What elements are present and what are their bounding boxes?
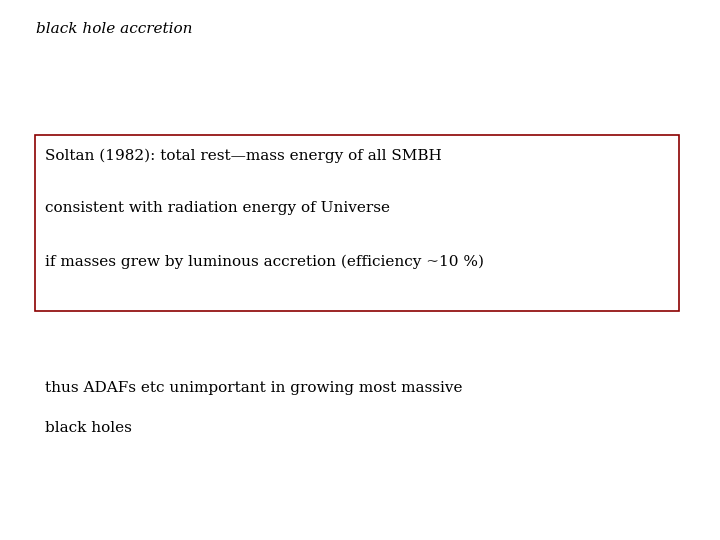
Text: Soltan (1982): total rest—mass energy of all SMBH: Soltan (1982): total rest—mass energy of… [45,148,441,163]
Text: thus ADAFs etc unimportant in growing most massive: thus ADAFs etc unimportant in growing mo… [45,381,462,395]
Text: black hole accretion: black hole accretion [36,22,192,36]
Text: consistent with radiation energy of Universe: consistent with radiation energy of Univ… [45,201,390,215]
Text: if masses grew by luminous accretion (efficiency ~10 %): if masses grew by luminous accretion (ef… [45,254,484,269]
Text: black holes: black holes [45,421,132,435]
